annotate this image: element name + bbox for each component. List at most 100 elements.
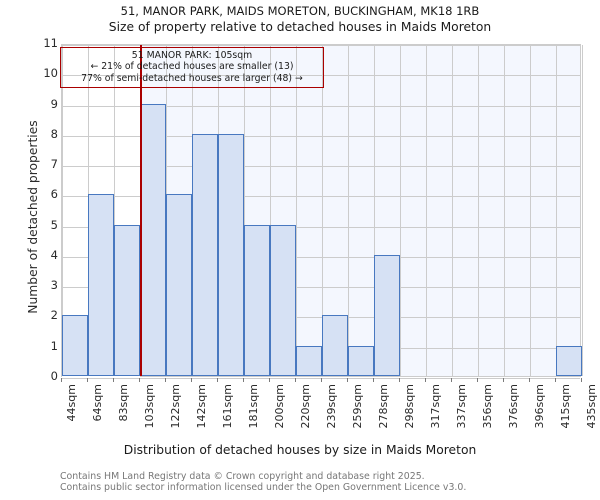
gridline-vertical xyxy=(114,45,115,376)
x-axis-tick-label: 200sqm xyxy=(273,384,286,429)
histogram-bar xyxy=(374,254,400,376)
x-axis-tick-label: 64sqm xyxy=(91,384,104,422)
histogram-bar xyxy=(556,345,582,376)
x-axis-tick-label: 376sqm xyxy=(507,384,520,429)
page-title: 51, MANOR PARK, MAIDS MORETON, BUCKINGHA… xyxy=(120,4,480,18)
gridline-vertical xyxy=(374,45,375,376)
gridline-horizontal xyxy=(62,45,580,46)
x-axis-tick-mark xyxy=(269,378,270,382)
x-axis-tick-label: 161sqm xyxy=(221,384,234,429)
x-axis-tick-mark xyxy=(529,378,530,382)
x-axis-tick-mark xyxy=(243,378,244,382)
x-axis-tick-label: 181sqm xyxy=(247,384,260,429)
x-axis-title: Distribution of detached houses by size … xyxy=(123,443,477,457)
footer-line-2: Contains public sector information licen… xyxy=(60,482,467,493)
gridline-vertical xyxy=(478,45,479,376)
annotation-line-1: 51 MANOR PARK: 105sqm xyxy=(131,50,253,61)
gridline-horizontal xyxy=(62,317,580,319)
x-axis-tick-mark xyxy=(555,378,556,382)
x-axis-tick-mark xyxy=(477,378,478,382)
x-axis-tick-mark xyxy=(165,378,166,382)
x-axis-tick-label: 83sqm xyxy=(117,384,130,422)
x-axis-tick-label: 298sqm xyxy=(403,384,416,429)
y-axis-tick-labels: 0 1 2 3 4 5 6 7 8 9 10 11 xyxy=(6,0,58,500)
annotation-line-2: ← 21% of detached houses are smaller (13… xyxy=(90,61,294,73)
x-axis-tick-mark xyxy=(217,378,218,382)
histogram-bar xyxy=(62,315,88,376)
y-axis-tick-label: 11 xyxy=(43,36,58,50)
histogram-bar xyxy=(348,345,374,376)
x-axis-tick-mark xyxy=(87,378,88,382)
y-axis-tick-label: 5 xyxy=(50,217,58,232)
histogram-bar xyxy=(166,194,192,376)
x-axis-tick-label: 259sqm xyxy=(351,384,364,429)
gridline-vertical xyxy=(348,45,349,376)
histogram-bar xyxy=(270,224,296,376)
x-axis-tick-label: 278sqm xyxy=(377,384,390,429)
x-axis-tick-label: 435sqm xyxy=(585,384,598,429)
x-axis-tick-label: 239sqm xyxy=(325,384,338,429)
y-axis-title: Number of detached properties xyxy=(26,120,40,314)
gridline-horizontal xyxy=(62,75,580,77)
x-axis-tick-mark xyxy=(347,378,348,382)
chart-title-block: 51, MANOR PARK, MAIDS MORETON, BUCKINGHA… xyxy=(0,4,600,35)
x-axis-tick-label: 220sqm xyxy=(299,384,312,429)
property-marker-line xyxy=(140,45,142,376)
x-axis-tick-mark xyxy=(425,378,426,382)
x-axis-tick-labels: 44sqm 64sqm 83sqm 103sqm 122sqm 142sqm 161sqm 1… xyxy=(61,378,598,438)
x-axis-tick-mark xyxy=(581,378,582,382)
gridline-horizontal xyxy=(62,166,580,168)
footer-attribution: Contains HM Land Registry data © Crown c… xyxy=(60,471,466,493)
x-axis-tick-mark xyxy=(321,378,322,382)
gridline-vertical xyxy=(582,45,583,376)
y-axis-tick-label: 10 xyxy=(43,66,58,81)
x-axis-tick-mark xyxy=(295,378,296,382)
histogram-bar xyxy=(140,103,166,376)
x-axis-tick-label: 337sqm xyxy=(455,384,468,429)
property-annotation-box: 51 MANOR PARK: 105sqm ← 21% of detached … xyxy=(60,47,324,89)
x-axis-tick-mark xyxy=(451,378,452,382)
gridline-horizontal xyxy=(62,226,580,228)
y-axis-tick-label: 8 xyxy=(50,126,58,141)
x-axis-tick-mark xyxy=(61,378,62,382)
footer-line-1: Contains HM Land Registry data © Crown c… xyxy=(60,471,425,482)
gridline-vertical xyxy=(270,45,271,376)
gridline-horizontal xyxy=(62,287,580,289)
gridline-vertical xyxy=(530,45,531,376)
y-axis-tick-label: 2 xyxy=(50,308,58,323)
annotation-line-3: 77% of semi-detached houses are larger (… xyxy=(81,72,303,84)
y-axis-tick-label: 3 xyxy=(50,278,58,293)
y-axis-tick-label: 0 xyxy=(50,369,58,383)
y-axis-tick-label: 7 xyxy=(50,157,58,172)
histogram-bar xyxy=(88,194,114,376)
x-axis-tick-label: 44sqm xyxy=(65,384,78,422)
y-axis-tick-label: 6 xyxy=(50,187,58,202)
y-axis-tick-label: 1 xyxy=(50,338,58,353)
x-axis-tick-mark xyxy=(503,378,504,382)
x-axis-tick-mark xyxy=(191,378,192,382)
gridline-vertical xyxy=(426,45,427,376)
histogram-bar xyxy=(218,133,244,376)
gridline-vertical xyxy=(452,45,453,376)
x-axis-tick-mark xyxy=(373,378,374,382)
y-axis-tick-label: 4 xyxy=(50,247,58,262)
gridline-horizontal xyxy=(62,196,580,198)
histogram-bar xyxy=(192,133,218,376)
x-axis-tick-mark xyxy=(139,378,140,382)
gridline-vertical xyxy=(556,45,557,376)
gridline-vertical xyxy=(244,45,245,376)
x-axis-tick-label: 396sqm xyxy=(533,384,546,429)
histogram-bar xyxy=(296,345,322,376)
histogram-bar xyxy=(322,315,348,376)
x-axis-tick-label: 317sqm xyxy=(429,384,442,429)
histogram-bar xyxy=(244,224,270,376)
y-axis-tick-label: 9 xyxy=(50,96,58,111)
x-axis-tick-mark xyxy=(113,378,114,382)
x-axis-tick-label: 356sqm xyxy=(481,384,494,429)
gridline-horizontal xyxy=(62,135,580,137)
chart-subtitle: Size of property relative to detached ho… xyxy=(108,20,492,34)
histogram-bar xyxy=(114,224,140,376)
gridline-vertical xyxy=(296,45,297,376)
x-axis-tick-label: 142sqm xyxy=(195,384,208,429)
